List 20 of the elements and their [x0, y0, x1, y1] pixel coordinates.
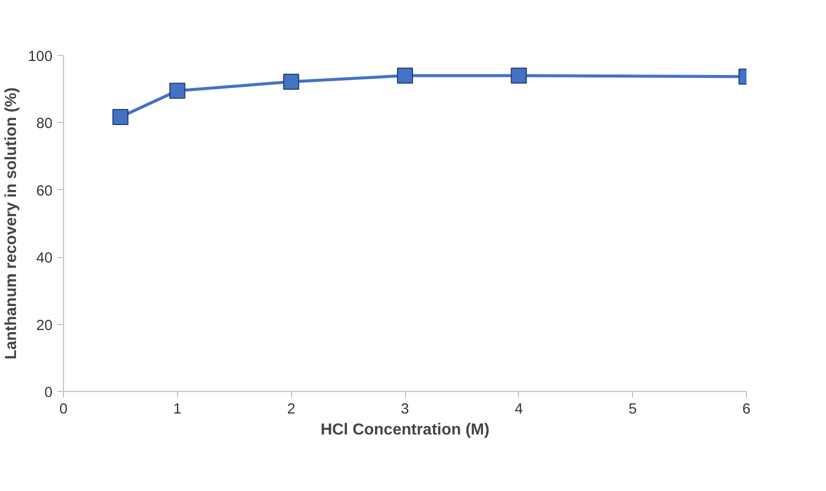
y-tick-label: 20 [36, 318, 53, 334]
y-tick-label: 60 [36, 183, 53, 200]
y-axis-title: Lanthanum recovery in solution (%) [3, 87, 20, 360]
point [510, 68, 527, 84]
x-tick-label: 2 [287, 402, 296, 418]
point [112, 108, 128, 125]
x-tick-label: 4 [514, 402, 523, 418]
x-tick-label: 0 [59, 402, 68, 418]
point [283, 74, 300, 90]
y-tick-label: 100 [28, 49, 53, 65]
x-tick-label: 1 [173, 402, 182, 418]
y-tick-label: 0 [44, 385, 53, 401]
x-tick-label: 3 [400, 402, 410, 418]
y-tick-label: 40 [36, 250, 53, 267]
y-tick-label: 80 [36, 116, 53, 132]
x-axis-title: HCl Concentration (M) [320, 422, 490, 438]
point [397, 68, 413, 84]
x-tick-label: 6 [742, 402, 751, 418]
x-tick-label: 5 [628, 402, 637, 418]
point [169, 82, 186, 99]
